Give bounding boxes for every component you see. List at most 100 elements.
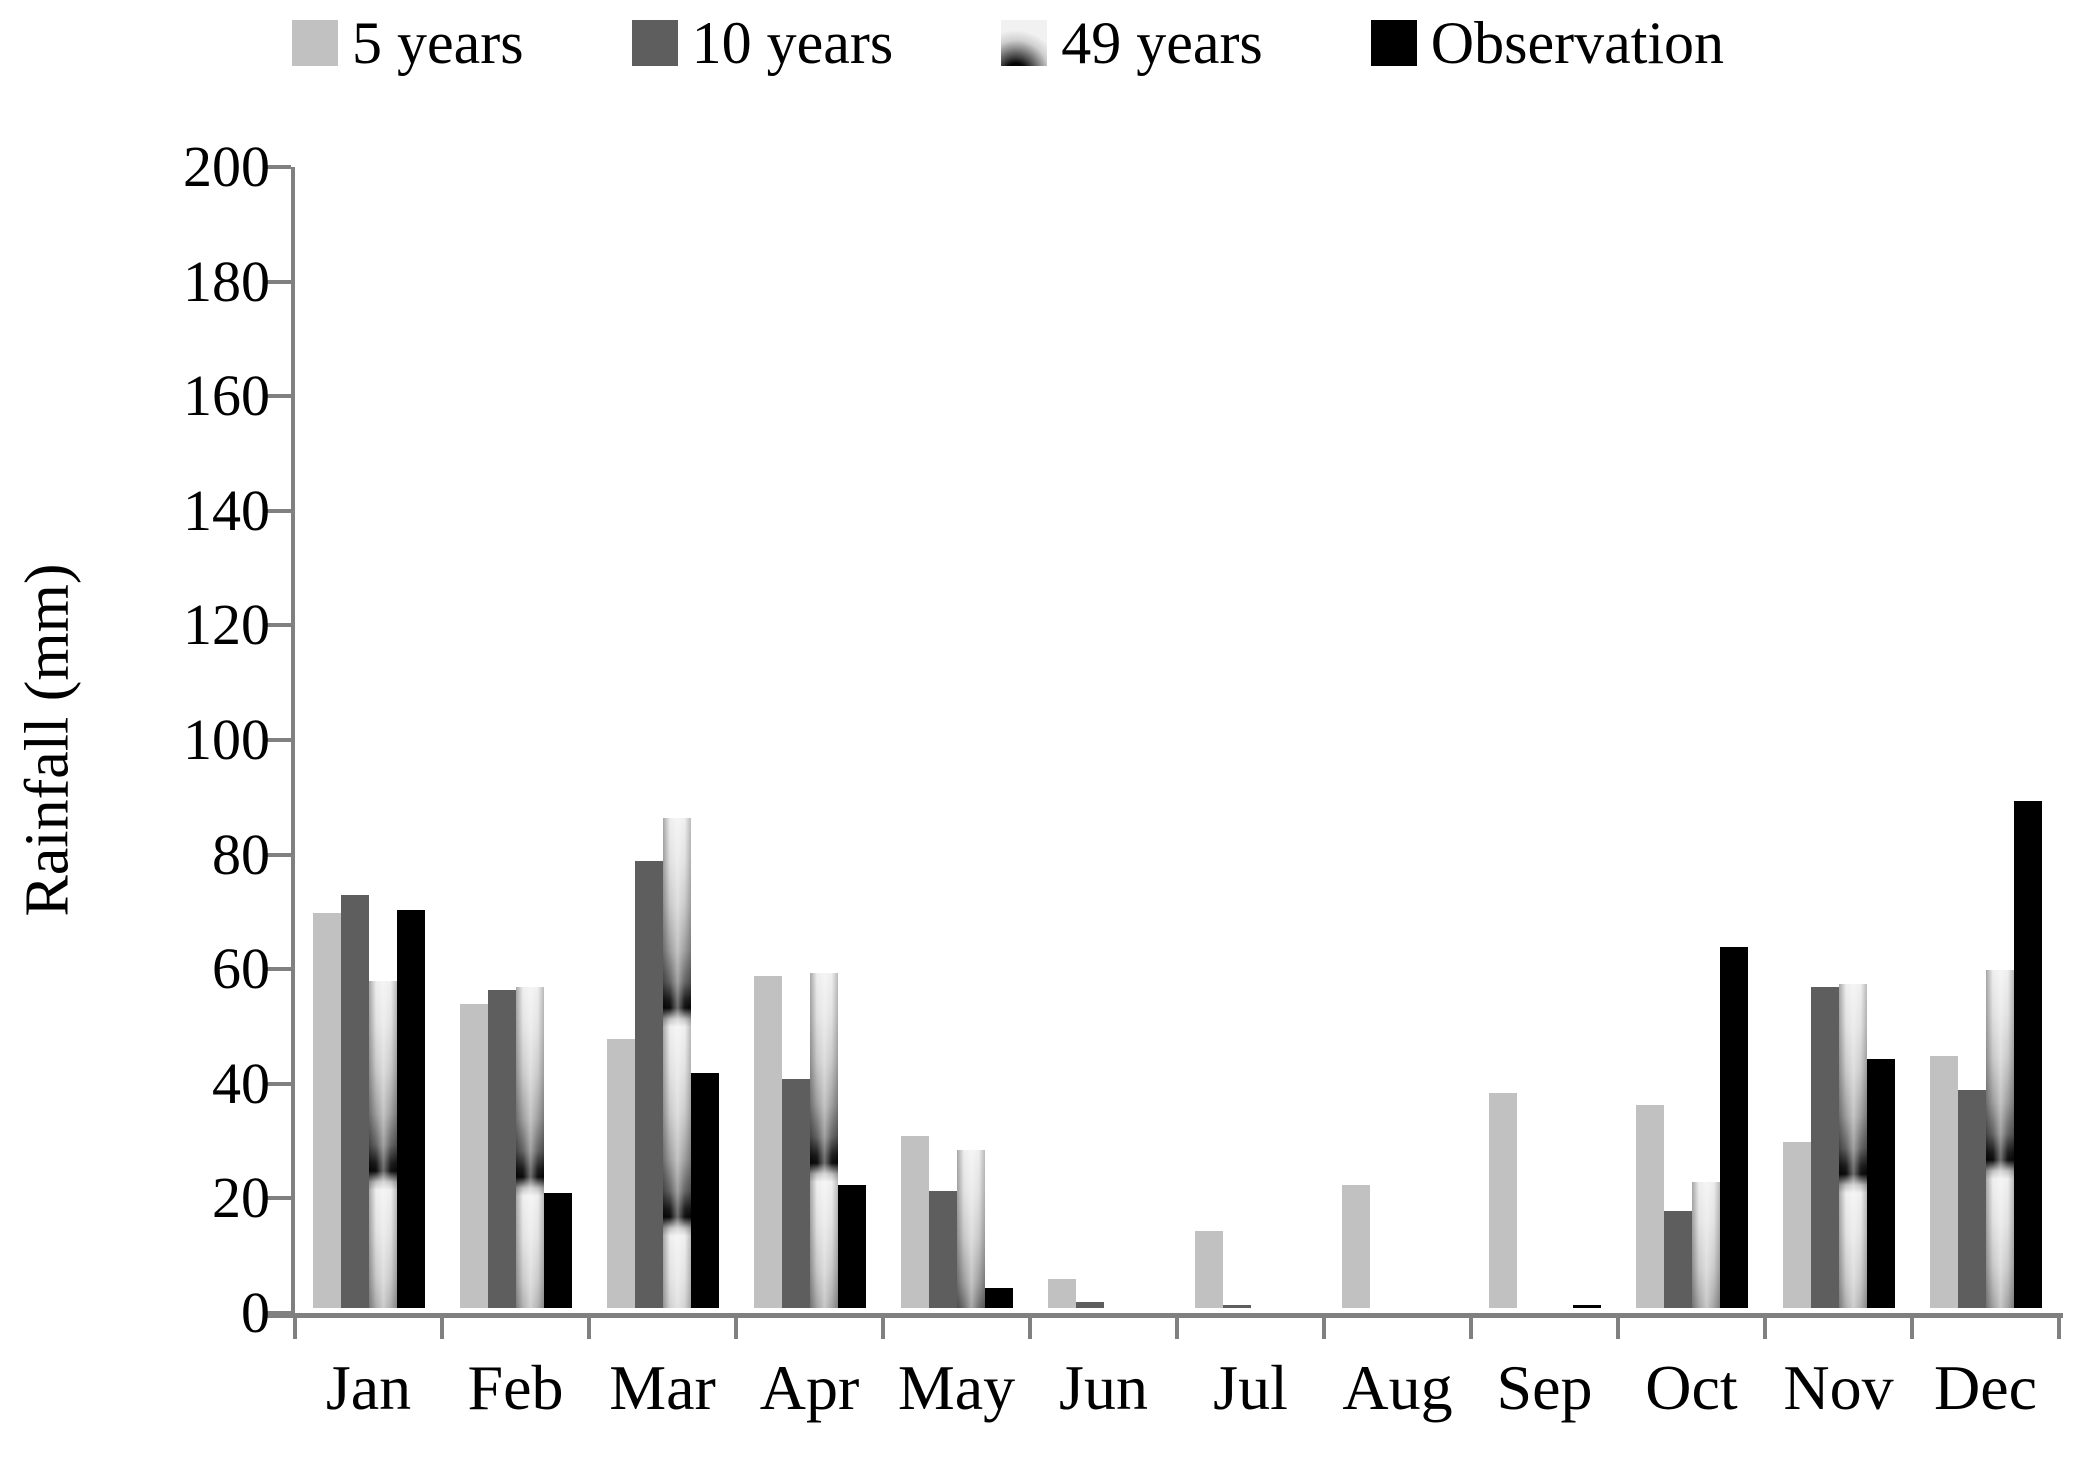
y-tick-0: [267, 1311, 291, 1315]
legend-label-observation: Observation: [1430, 10, 1725, 76]
x-axis-line: [267, 1313, 2063, 1318]
bar-10-years-feb: [488, 990, 516, 1308]
bar-5-years-jul: [1195, 1230, 1223, 1308]
x-label-jun: Jun: [1059, 1352, 1148, 1423]
bar-49-years-feb: [516, 987, 544, 1308]
y-tick-120: [267, 623, 291, 628]
x-label-jan: Jan: [325, 1352, 412, 1423]
bar-10-years-jul: [1223, 1305, 1251, 1308]
legend: 5 years 10 years 49 years Observation: [292, 2, 1724, 84]
bar-49-years-dec: [1986, 969, 2014, 1308]
bar-10-years-apr: [782, 1078, 810, 1308]
legend-marker-observation-icon: [1370, 20, 1417, 66]
x-tick-4: [881, 1313, 885, 1339]
bar-10-years-may: [929, 1190, 957, 1308]
bar-10-years-oct: [1664, 1210, 1692, 1308]
bar-5-years-feb: [460, 1004, 488, 1308]
y-tick-label-80: 80: [212, 821, 270, 887]
x-tick-9: [1616, 1313, 1620, 1339]
y-tick-60: [267, 967, 291, 972]
y-tick-label-20: 20: [212, 1165, 270, 1231]
bar-5-years-jan: [313, 912, 341, 1308]
x-tick-10: [1763, 1313, 1767, 1339]
bar-observation-nov: [1867, 1058, 1895, 1308]
y-tick-100: [267, 738, 291, 742]
y-tick-label-160: 160: [183, 363, 270, 429]
x-tick-12: [2057, 1313, 2061, 1339]
y-tick-label-0: 0: [241, 1280, 270, 1345]
x-label-sep: Sep: [1496, 1352, 1593, 1423]
x-label-nov: Nov: [1783, 1352, 1894, 1423]
legend-item-49-years: 49 years: [1001, 13, 1263, 73]
x-tick-8: [1469, 1313, 1473, 1339]
bar-49-years-mar: [663, 818, 691, 1308]
bar-5-years-jun: [1048, 1279, 1076, 1308]
x-tick-6: [1175, 1313, 1179, 1339]
bar-5-years-dec: [1930, 1055, 1958, 1308]
y-tick-40: [267, 1081, 291, 1086]
legend-label-5-years: 5 years: [352, 10, 524, 76]
bar-5-years-apr: [754, 975, 782, 1308]
x-tick-7: [1322, 1313, 1326, 1339]
bar-observation-sep: [1573, 1305, 1601, 1308]
bar-observation-feb: [544, 1193, 572, 1308]
y-tick-200: [267, 165, 291, 169]
bar-observation-may: [985, 1287, 1013, 1308]
bar-10-years-jun: [1076, 1302, 1104, 1308]
bar-5-years-oct: [1636, 1104, 1664, 1308]
bar-5-years-nov: [1783, 1141, 1811, 1308]
y-tick-140: [267, 508, 291, 513]
y-tick-label-200: 200: [183, 134, 270, 199]
x-label-dec: Dec: [1933, 1352, 2038, 1423]
bar-observation-jan: [397, 909, 425, 1308]
y-axis-line: [291, 167, 295, 1317]
y-axis-title: Rainfall (mm): [13, 563, 82, 917]
y-tick-20: [267, 1196, 291, 1201]
bar-observation-dec: [2014, 800, 2042, 1308]
bar-5-years-sep: [1489, 1093, 1517, 1308]
bar-49-years-apr: [810, 972, 838, 1308]
bar-49-years-nov: [1839, 984, 1867, 1308]
bar-5-years-mar: [607, 1038, 635, 1308]
y-tick-label-100: 100: [183, 707, 270, 772]
legend-label-10-years: 10 years: [691, 10, 894, 76]
legend-marker-10-years-icon: [631, 20, 678, 66]
legend-item-5-years: 5 years: [292, 13, 524, 73]
legend-item-observation: Observation: [1370, 10, 1725, 76]
bar-49-years-jan: [369, 981, 397, 1308]
x-tick-5: [1028, 1313, 1032, 1339]
y-tick-label-140: 140: [183, 477, 270, 543]
bar-10-years-nov: [1811, 987, 1839, 1308]
legend-marker-49-years-icon: [1001, 20, 1048, 66]
y-tick-180: [267, 279, 291, 284]
x-label-oct: Oct: [1645, 1352, 1738, 1423]
bar-observation-mar: [691, 1073, 719, 1308]
bar-observation-apr: [838, 1184, 866, 1308]
x-tick-11: [1910, 1313, 1914, 1339]
bar-10-years-jan: [341, 895, 369, 1308]
y-tick-label-60: 60: [212, 936, 270, 1002]
x-label-apr: Apr: [759, 1352, 860, 1423]
legend-item-10-years: 10 years: [631, 10, 894, 76]
bar-observation-oct: [1720, 947, 1748, 1308]
plot-area: [267, 165, 2063, 1339]
y-tick-80: [267, 852, 291, 857]
bar-49-years-may: [957, 1150, 985, 1308]
x-tick-3: [734, 1313, 738, 1339]
y-tick-label-120: 120: [183, 592, 270, 658]
y-tick-160: [267, 394, 291, 399]
bar-5-years-may: [901, 1136, 929, 1308]
y-tick-label-180: 180: [183, 248, 270, 314]
x-label-feb: Feb: [467, 1352, 564, 1423]
x-label-mar: Mar: [609, 1352, 716, 1423]
bar-10-years-mar: [635, 861, 663, 1308]
x-label-aug: Aug: [1342, 1352, 1453, 1423]
x-label-jul: Jul: [1213, 1352, 1288, 1423]
bar-10-years-dec: [1958, 1090, 1986, 1308]
legend-label-49-years: 49 years: [1061, 10, 1263, 76]
bar-5-years-aug: [1342, 1184, 1370, 1308]
x-tick-1: [440, 1313, 444, 1339]
x-tick-2: [587, 1313, 591, 1339]
legend-marker-5-years-icon: [292, 20, 338, 66]
